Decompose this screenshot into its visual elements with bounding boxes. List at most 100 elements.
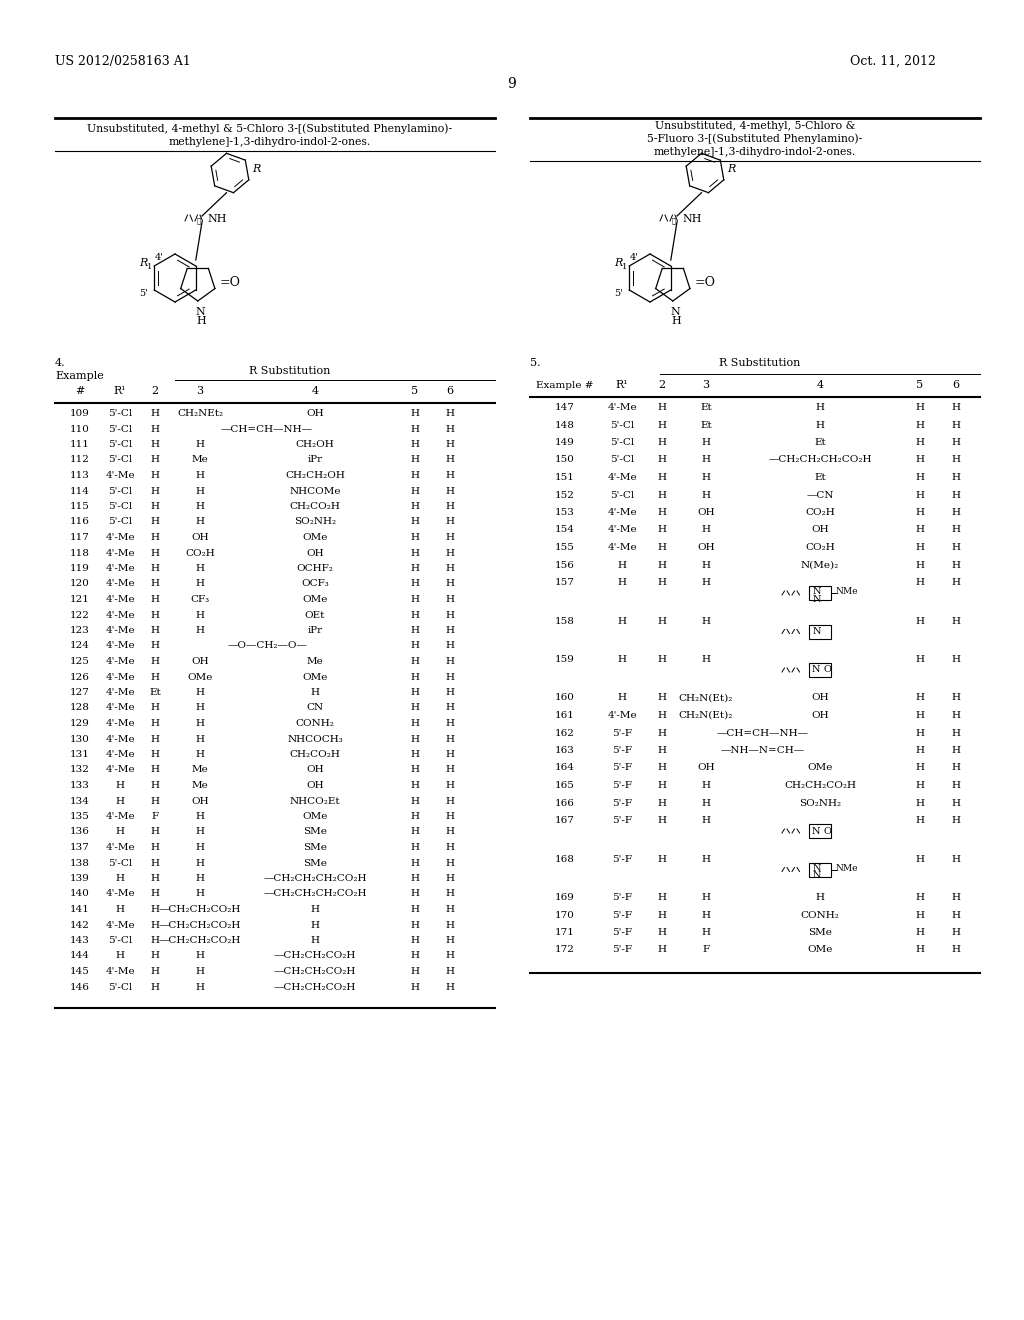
Text: —CH=CH—NH—: —CH=CH—NH— [221,425,313,433]
Text: H: H [151,750,160,759]
Text: H: H [411,750,420,759]
Text: H: H [411,906,420,913]
Text: CH₂CO₂H: CH₂CO₂H [290,502,340,511]
Text: 5'-Cl: 5'-Cl [610,438,634,447]
Text: H: H [951,525,961,535]
Text: Me: Me [191,455,208,465]
Text: OH: OH [191,533,209,543]
Text: H: H [951,781,961,789]
Text: H: H [657,945,667,954]
Text: H: H [951,711,961,719]
Text: H: H [951,421,961,429]
Text: R Substitution: R Substitution [249,366,331,376]
Text: H: H [657,473,667,482]
Text: 5'-F: 5'-F [612,928,632,937]
Text: H: H [617,693,627,702]
Text: H: H [411,982,420,991]
Text: H: H [411,533,420,543]
Text: —CH₂CH₂CH₂CO₂H: —CH₂CH₂CH₂CO₂H [263,874,367,883]
Text: N: N [813,627,821,636]
Text: H: H [196,579,205,589]
Text: 4'-Me: 4'-Me [105,812,135,821]
Text: 117: 117 [70,533,90,543]
Text: H: H [915,945,925,954]
Text: H: H [116,796,125,805]
Text: 3: 3 [702,380,710,389]
Text: H: H [196,750,205,759]
Text: H: H [411,812,420,821]
Text: 123: 123 [70,626,90,635]
Text: Me: Me [306,657,324,667]
Text: H: H [151,672,160,681]
Text: H: H [951,729,961,738]
Text: OH: OH [697,763,715,772]
Text: 160: 160 [555,693,574,702]
Text: =O: =O [220,276,241,289]
Text: H: H [701,854,711,863]
Text: 1: 1 [147,263,153,271]
Text: 5'-Cl: 5'-Cl [108,409,132,418]
Text: 142: 142 [70,920,90,929]
Text: H: H [445,409,455,418]
Text: H: H [151,982,160,991]
Text: N: N [813,871,821,880]
Text: 5'-F: 5'-F [612,854,632,863]
Text: 6: 6 [952,380,959,389]
Text: H: H [196,734,205,743]
Text: 5'-F: 5'-F [612,816,632,825]
Text: 4'-Me: 4'-Me [105,579,135,589]
Text: H: H [151,766,160,775]
Text: —CH₂CH₂CO₂H: —CH₂CH₂CO₂H [159,920,242,929]
Text: CN: CN [306,704,324,713]
Text: 125: 125 [70,657,90,667]
Text: H: H [657,438,667,447]
Text: SO₂NH₂: SO₂NH₂ [294,517,336,527]
Text: 5'-F: 5'-F [612,911,632,920]
Text: H: H [617,616,627,626]
Text: H: H [196,471,205,480]
Text: 5'-Cl: 5'-Cl [108,425,132,433]
Text: H: H [151,487,160,495]
Text: H: H [445,688,455,697]
Text: OH: OH [697,543,715,552]
Text: H: H [657,455,667,465]
Text: H: H [915,508,925,517]
Text: H: H [657,693,667,702]
Text: H: H [411,796,420,805]
Text: SMe: SMe [303,843,327,851]
Text: OH: OH [306,549,324,557]
Text: H: H [151,704,160,713]
Text: H: H [951,508,961,517]
Text: H: H [411,610,420,619]
Text: H: H [951,928,961,937]
Text: R¹: R¹ [615,380,629,389]
Text: H: H [445,440,455,449]
Text: —CH₂CH₂CO₂H: —CH₂CH₂CO₂H [273,952,356,961]
Text: H: H [411,657,420,667]
Text: H: H [701,578,711,587]
Text: 4'-Me: 4'-Me [105,642,135,651]
Text: 127: 127 [70,688,90,697]
Text: #: # [76,385,85,396]
Text: 143: 143 [70,936,90,945]
Text: H: H [445,549,455,557]
Text: —CH₂CH₂CO₂H: —CH₂CH₂CO₂H [273,968,356,975]
Text: H: H [445,610,455,619]
Text: H: H [915,438,925,447]
Text: H: H [411,440,420,449]
Text: CO₂H: CO₂H [805,543,835,552]
Text: H: H [445,455,455,465]
Text: NHCOCH₃: NHCOCH₃ [287,734,343,743]
Text: H: H [915,473,925,482]
Text: H: H [915,421,925,429]
Text: H: H [701,655,711,664]
Text: 5'-F: 5'-F [612,894,632,902]
Text: H: H [151,906,160,913]
Text: H: H [445,595,455,605]
Text: 4'-Me: 4'-Me [105,968,135,975]
Text: CH₂CH₂CO₂H: CH₂CH₂CO₂H [784,781,856,789]
Text: CONH₂: CONH₂ [801,911,840,920]
Text: 148: 148 [555,421,574,429]
Text: H: H [196,719,205,729]
Text: H: H [657,928,667,937]
